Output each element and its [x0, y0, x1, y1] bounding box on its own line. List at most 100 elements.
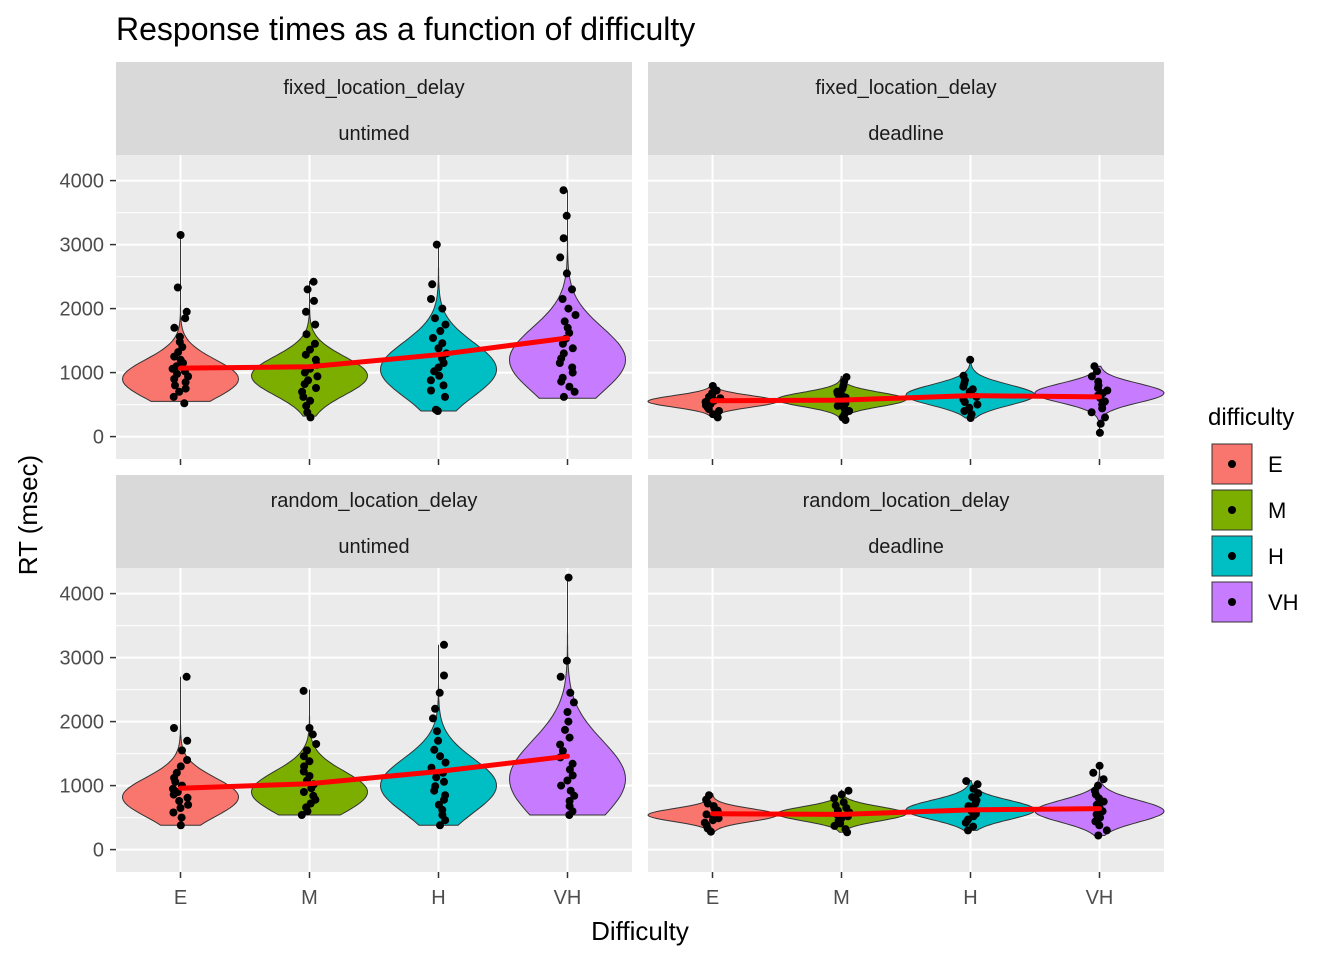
data-point	[715, 407, 723, 415]
data-point	[562, 269, 571, 278]
data-point	[303, 746, 311, 755]
y-tick-label: 4000	[60, 584, 105, 606]
data-point	[568, 759, 577, 768]
y-tick-label: 3000	[60, 235, 105, 257]
data-point	[1094, 781, 1102, 790]
data-point	[175, 332, 184, 341]
x-tick-label: H	[431, 887, 445, 909]
data-point	[968, 793, 977, 802]
legend-key-point	[1228, 552, 1236, 560]
legend-title: difficulty	[1208, 404, 1294, 431]
data-point	[1102, 826, 1111, 835]
legend-key-point	[1228, 460, 1236, 468]
x-tick-label: M	[301, 887, 318, 909]
data-point	[434, 736, 443, 745]
data-point	[298, 387, 307, 396]
x-tick-label: M	[833, 887, 850, 909]
data-point	[299, 788, 308, 796]
facet-strip	[116, 62, 632, 155]
data-point	[559, 234, 568, 243]
data-point	[568, 363, 577, 372]
x-tick-label: VH	[1086, 887, 1114, 909]
legend-label: E	[1268, 452, 1283, 477]
data-point	[966, 355, 975, 364]
data-point	[556, 253, 565, 262]
data-point	[310, 339, 319, 348]
data-point	[169, 808, 178, 817]
data-point	[959, 371, 968, 380]
legend-key-h	[1211, 535, 1253, 577]
data-point	[1101, 413, 1109, 422]
data-point	[556, 740, 565, 749]
data-point	[571, 311, 580, 319]
data-point	[558, 295, 567, 303]
data-point	[305, 757, 314, 766]
legend-label: M	[1268, 498, 1286, 523]
x-tick-label: VH	[554, 887, 582, 909]
data-point	[837, 790, 846, 799]
data-point	[702, 810, 711, 819]
trend-line	[178, 335, 570, 371]
x-tick-label: E	[706, 887, 719, 909]
data-point	[312, 740, 321, 748]
facet-panel: fixed_location_delay deadline	[647, 62, 1165, 465]
data-point	[967, 410, 976, 419]
data-point	[564, 573, 573, 582]
data-point	[440, 640, 448, 649]
data-point	[432, 773, 441, 782]
data-point	[1087, 408, 1096, 417]
trend-line	[710, 393, 1102, 404]
data-point	[557, 781, 566, 790]
data-point	[563, 708, 572, 716]
data-point	[427, 295, 435, 303]
data-point	[299, 686, 308, 695]
data-point	[172, 768, 181, 777]
data-point	[436, 821, 444, 830]
legend-key-point	[1228, 506, 1236, 514]
data-point	[965, 403, 974, 412]
data-point	[559, 186, 568, 195]
data-point	[564, 304, 573, 313]
data-point	[436, 752, 445, 761]
data-point	[309, 791, 318, 800]
data-point	[436, 327, 445, 335]
data-point	[171, 381, 179, 390]
panel-background	[648, 155, 1164, 459]
data-point	[708, 382, 717, 390]
data-point	[181, 314, 190, 323]
data-point	[175, 387, 184, 396]
data-point	[969, 822, 978, 831]
y-tick-label: 1000	[60, 363, 105, 385]
facet-strip	[116, 475, 632, 568]
facet-strip	[648, 475, 1164, 568]
data-point	[1094, 831, 1103, 840]
data-point	[173, 283, 182, 292]
data-point	[705, 791, 713, 800]
data-point	[177, 813, 186, 822]
data-point	[435, 688, 444, 697]
data-point	[183, 756, 192, 764]
data-point	[560, 317, 569, 326]
data-point	[565, 733, 574, 742]
data-point	[438, 304, 447, 313]
data-point	[570, 387, 579, 396]
y-axis-title: RT (msec)	[13, 455, 43, 575]
data-point	[176, 821, 185, 830]
data-point	[302, 330, 311, 339]
legend-label: H	[1268, 544, 1284, 569]
panel-background	[116, 155, 632, 459]
data-point	[305, 772, 314, 780]
data-point	[311, 355, 320, 364]
chart-title: Response times as a function of difficul…	[116, 11, 695, 47]
data-point	[559, 349, 568, 358]
data-point	[563, 776, 572, 785]
data-point	[306, 345, 314, 354]
data-point	[438, 339, 447, 348]
data-point	[1099, 775, 1108, 784]
y-tick-label: 4000	[60, 171, 105, 193]
data-point	[312, 384, 320, 392]
data-point	[1087, 372, 1096, 381]
data-point	[968, 385, 977, 394]
